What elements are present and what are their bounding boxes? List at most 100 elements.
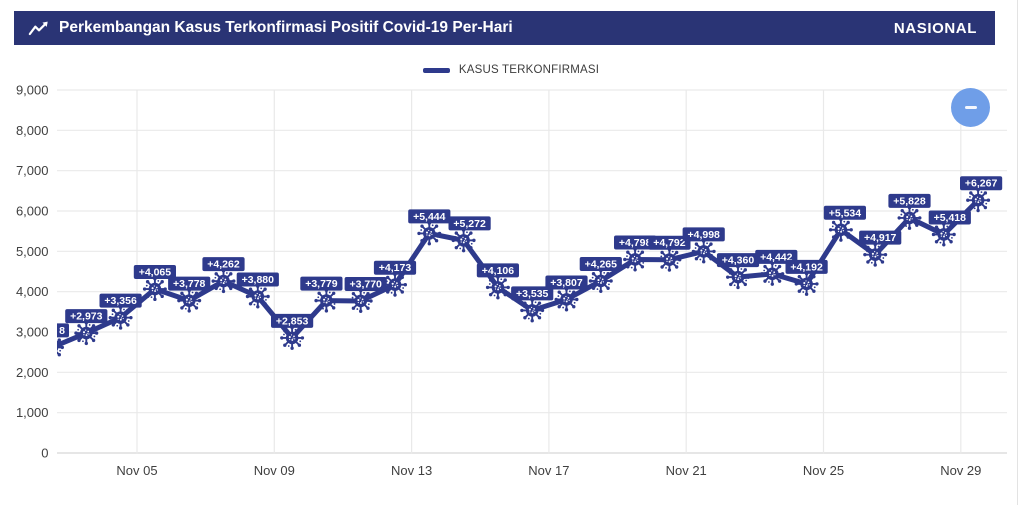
- svg-text:+4,998: +4,998: [687, 229, 720, 241]
- virus-marker[interactable]: [828, 217, 853, 242]
- svg-text:+4,173: +4,173: [379, 262, 412, 274]
- svg-text:+4,792: +4,792: [653, 237, 686, 249]
- data-point-label: +5,534: [823, 205, 866, 220]
- svg-text:+3,770: +3,770: [349, 278, 382, 290]
- virus-marker[interactable]: [40, 335, 64, 359]
- virus-marker[interactable]: [623, 247, 648, 272]
- data-point-label: +5,444: [408, 209, 451, 224]
- x-tick-label: Nov 05: [116, 463, 157, 478]
- virus-marker[interactable]: [863, 242, 888, 267]
- virus-marker[interactable]: [280, 325, 305, 350]
- legend-swatch: [422, 67, 450, 73]
- data-point-label: +4,192: [785, 259, 828, 274]
- virus-marker[interactable]: [966, 188, 991, 213]
- y-tick-label: 1,000: [16, 405, 49, 420]
- svg-text:+5,534: +5,534: [829, 207, 862, 219]
- svg-text:+2,853: +2,853: [276, 315, 309, 327]
- virus-marker[interactable]: [245, 284, 270, 309]
- data-point-label: +4,998: [682, 227, 725, 242]
- virus-marker[interactable]: [417, 221, 442, 246]
- data-point-label: +3,779: [300, 276, 343, 291]
- svg-text:+4,192: +4,192: [790, 261, 823, 273]
- data-point-label: +4,262: [202, 257, 245, 272]
- virus-marker[interactable]: [142, 277, 167, 302]
- virus-marker[interactable]: [348, 288, 373, 313]
- data-point-label: +2,853: [271, 313, 314, 328]
- data-point-label: 8: [57, 323, 69, 338]
- y-tick-label: 4,000: [16, 284, 49, 299]
- y-tick-label: 0: [41, 446, 48, 461]
- legend-label: KASUS TERKONFIRMASI: [458, 64, 600, 76]
- region-label: NASIONAL: [893, 19, 977, 37]
- svg-text:+4,798: +4,798: [619, 237, 652, 249]
- y-tick-label: 6,000: [16, 204, 49, 219]
- virus-marker[interactable]: [931, 222, 956, 247]
- virus-marker[interactable]: [760, 261, 785, 286]
- svg-text:+4,265: +4,265: [585, 258, 618, 270]
- x-tick-label: Nov 13: [391, 463, 432, 478]
- floating-minus-button[interactable]: [951, 88, 990, 127]
- svg-text:+4,360: +4,360: [722, 255, 755, 267]
- svg-text:+2,973: +2,973: [70, 311, 103, 323]
- x-tick-label: Nov 09: [254, 463, 295, 478]
- x-tick-label: Nov 25: [803, 463, 844, 478]
- virus-marker[interactable]: [588, 268, 613, 293]
- x-tick-label: Nov 29: [940, 463, 981, 478]
- line-chart-icon: [28, 20, 50, 37]
- virus-marker[interactable]: [314, 288, 339, 313]
- data-point-label: +4,065: [133, 265, 176, 280]
- virus-marker[interactable]: [108, 305, 133, 330]
- y-tick-label: 5,000: [16, 244, 49, 259]
- x-tick-label: Nov 21: [666, 463, 707, 478]
- page-right-border: [1017, 0, 1018, 505]
- svg-text:+5,272: +5,272: [453, 218, 486, 230]
- y-tick-label: 7,000: [16, 163, 49, 178]
- svg-text:+5,418: +5,418: [934, 212, 967, 224]
- data-point-label: +2,973: [65, 309, 108, 324]
- virus-marker[interactable]: [657, 247, 682, 272]
- chart-header: Perkembangan Kasus Terkonfirmasi Positif…: [14, 11, 995, 45]
- svg-text:+5,828: +5,828: [893, 195, 926, 207]
- svg-text:+4,442: +4,442: [760, 251, 793, 263]
- data-point-label: +4,106: [476, 263, 519, 278]
- svg-text:+5,444: +5,444: [413, 211, 446, 223]
- data-point-label: +3,880: [236, 272, 279, 287]
- y-tick-label: 9,000: [16, 83, 49, 98]
- virus-marker[interactable]: [520, 298, 545, 323]
- svg-text:+3,356: +3,356: [104, 295, 137, 307]
- y-tick-label: 3,000: [16, 325, 49, 340]
- virus-marker[interactable]: [554, 287, 579, 312]
- data-point-label: +4,798: [614, 235, 657, 250]
- virus-marker[interactable]: [451, 228, 476, 253]
- svg-text:+4,262: +4,262: [207, 259, 240, 271]
- virus-marker[interactable]: [74, 321, 99, 346]
- svg-text:+6,267: +6,267: [965, 178, 998, 190]
- virus-marker[interactable]: [177, 288, 202, 313]
- svg-text:+3,880: +3,880: [242, 274, 275, 286]
- svg-text:+3,778: +3,778: [173, 278, 206, 290]
- data-point-label: +5,418: [928, 210, 971, 225]
- svg-text:+4,917: +4,917: [864, 232, 897, 244]
- svg-text:+3,779: +3,779: [305, 278, 338, 290]
- virus-marker[interactable]: [485, 275, 510, 300]
- data-point-label: +4,360: [716, 253, 760, 268]
- data-point-label: +3,770: [344, 276, 387, 291]
- virus-marker[interactable]: [211, 269, 236, 294]
- virus-marker[interactable]: [897, 205, 922, 230]
- data-point-label: +4,917: [859, 230, 902, 245]
- y-tick-label: 8,000: [16, 123, 49, 138]
- data-point-label: +4,265: [579, 256, 622, 271]
- virus-marker[interactable]: [794, 271, 819, 296]
- data-point-label: +5,828: [888, 193, 931, 208]
- virus-marker[interactable]: [691, 239, 716, 264]
- virus-marker[interactable]: [726, 265, 750, 290]
- data-point-label: +3,356: [99, 293, 142, 308]
- data-point-label: +6,267: [960, 176, 1003, 191]
- chart-legend: KASUS TERKONFIRMASI: [0, 62, 1022, 78]
- data-point-label: +5,272: [448, 216, 491, 231]
- svg-text:+4,065: +4,065: [139, 267, 172, 279]
- data-point-label: +3,807: [545, 275, 588, 290]
- y-tick-label: 2,000: [16, 365, 49, 380]
- data-point-label: +4,792: [648, 235, 691, 250]
